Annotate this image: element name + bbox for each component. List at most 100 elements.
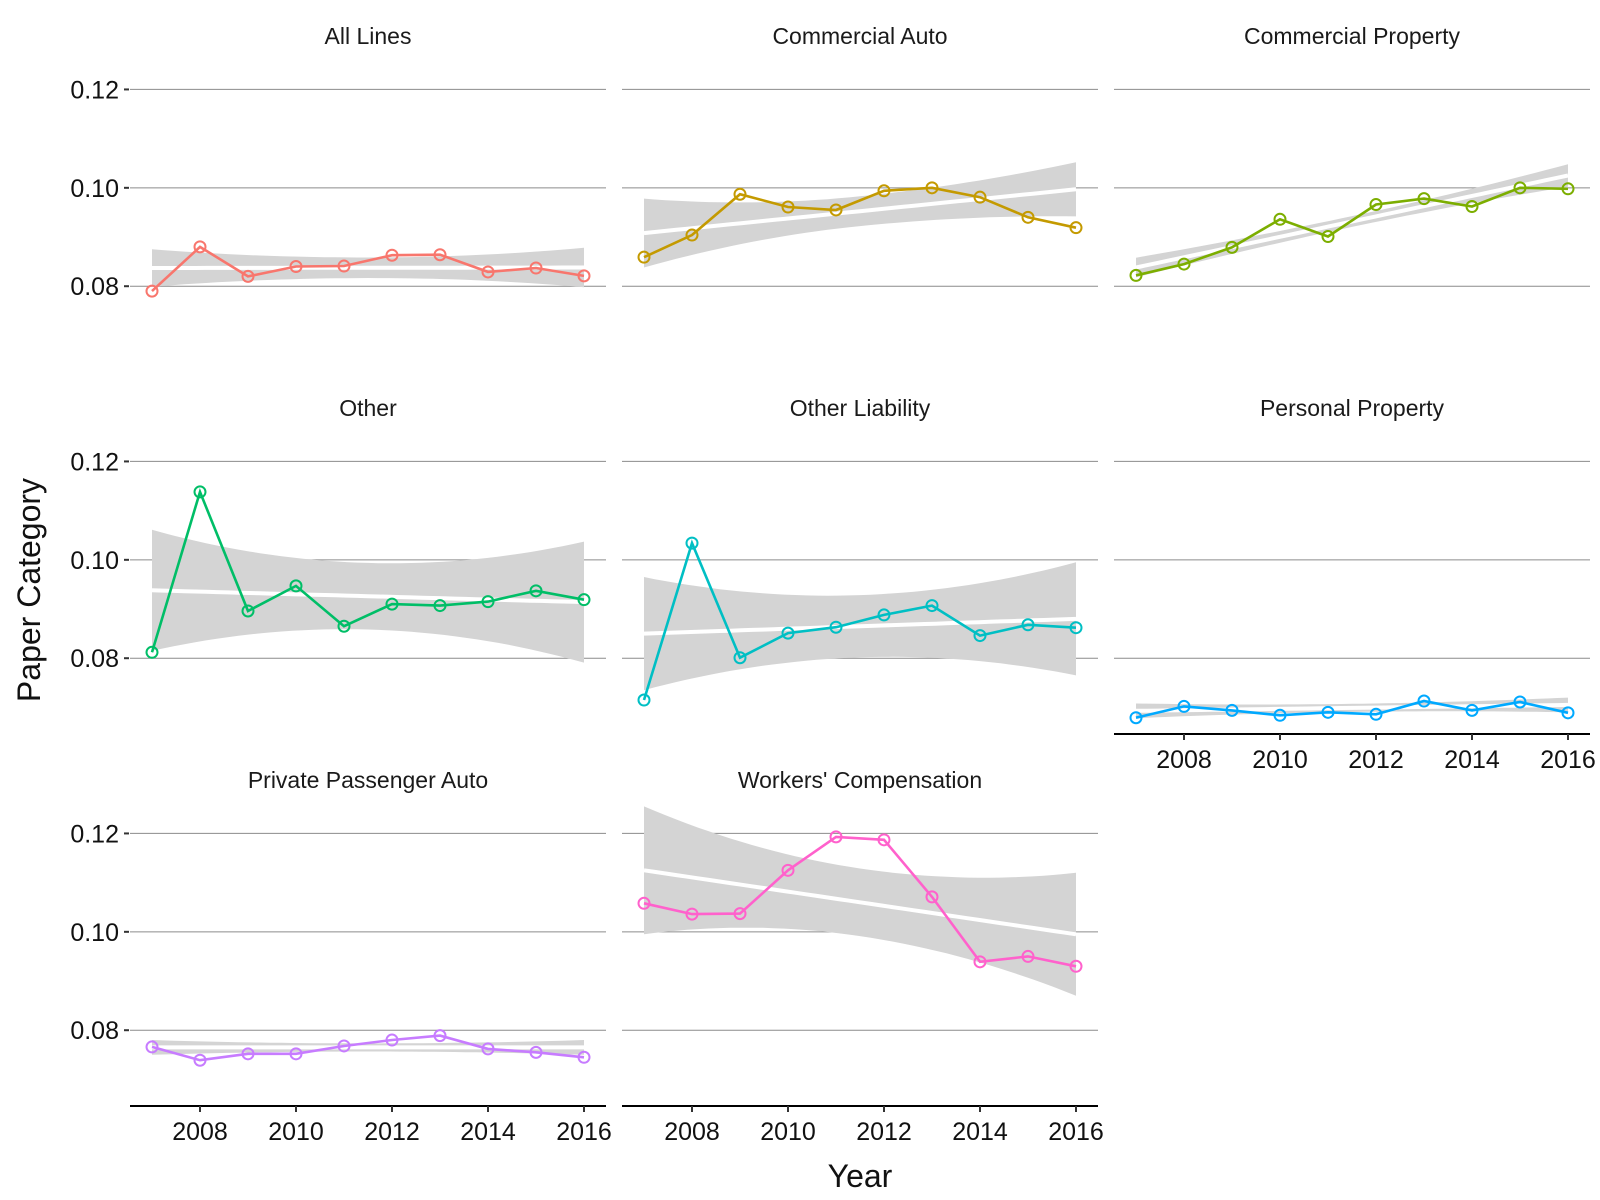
x-tick-label: 2014	[460, 1118, 516, 1146]
x-tick-label: 2012	[1348, 746, 1404, 774]
data-point	[193, 485, 207, 499]
data-point	[289, 579, 303, 593]
data-point	[385, 248, 399, 262]
data-point	[925, 181, 939, 195]
data-point	[973, 629, 987, 643]
x-tick-label: 2012	[364, 1118, 420, 1146]
data-point	[577, 269, 591, 283]
x-axis-title: Year	[828, 1158, 893, 1194]
data-point	[529, 1045, 543, 1059]
data-point	[733, 187, 747, 201]
data-point	[1069, 221, 1083, 235]
data-point	[193, 1053, 207, 1067]
facet-title: Workers' Compensation	[738, 767, 982, 793]
facet-panel: Personal Property 2008 2010 2012 2014 2016	[1114, 395, 1596, 774]
data-point	[781, 626, 795, 640]
y-tick-label: 0.12	[70, 448, 119, 476]
data-point	[1069, 621, 1083, 635]
data-point	[1021, 949, 1035, 963]
facet-panel: Commercial Auto	[622, 23, 1098, 287]
x-tick-label: 2008	[172, 1118, 228, 1146]
data-point	[733, 651, 747, 665]
data-point	[1273, 212, 1287, 226]
x-tick-label: 2012	[856, 1118, 912, 1146]
data-point	[481, 595, 495, 609]
data-point	[877, 833, 891, 847]
data-point	[1417, 192, 1431, 206]
facet-title: Other Liability	[790, 395, 931, 421]
data-point	[433, 599, 447, 613]
data-point	[1177, 699, 1191, 713]
facet-panel: Workers' Compensation 2008 2010 2012 2014 201…	[622, 767, 1104, 1146]
data-point	[829, 203, 843, 217]
data-point	[385, 597, 399, 611]
data-point	[1369, 198, 1383, 212]
facet-panel: Other Liability	[622, 395, 1098, 707]
data-point	[289, 260, 303, 274]
facet-panel: Commercial Property	[1114, 23, 1590, 287]
series-line	[151, 1034, 585, 1062]
confidence-band	[644, 162, 1076, 268]
data-point	[145, 645, 159, 659]
series-line	[643, 835, 1077, 968]
data-point	[337, 1039, 351, 1053]
data-point	[1465, 200, 1479, 214]
data-point	[241, 1047, 255, 1061]
data-point	[1021, 210, 1035, 224]
y-tick-label: 0.08	[70, 273, 119, 301]
data-point	[637, 693, 651, 707]
facet-title: Commercial Property	[1244, 23, 1460, 49]
y-tick-label: 0.10	[70, 547, 119, 575]
data-point	[1417, 694, 1431, 708]
x-tick-label: 2010	[1252, 746, 1308, 774]
trend-line	[152, 265, 584, 270]
data-point	[877, 608, 891, 622]
data-point	[529, 261, 543, 275]
data-point	[733, 907, 747, 921]
y-tick-label: 0.12	[70, 820, 119, 848]
x-tick-label: 2016	[1540, 746, 1596, 774]
data-point	[289, 1047, 303, 1061]
data-point	[1369, 707, 1383, 721]
data-point	[433, 1029, 447, 1043]
data-point	[781, 863, 795, 877]
data-point	[1513, 695, 1527, 709]
facet-panel: Other 0.08 0.10 0.12	[70, 395, 606, 673]
data-point	[433, 248, 447, 262]
facet-title: Private Passenger Auto	[248, 767, 488, 793]
data-point	[1465, 703, 1479, 717]
data-point	[241, 269, 255, 283]
data-point	[1561, 706, 1575, 720]
x-tick-label: 2010	[760, 1118, 816, 1146]
data-point	[385, 1033, 399, 1047]
data-point	[877, 184, 891, 198]
data-point	[973, 190, 987, 204]
data-point	[1177, 257, 1191, 271]
facet-title: Personal Property	[1260, 395, 1445, 421]
y-tick-label: 0.08	[70, 645, 119, 673]
data-point	[1069, 959, 1083, 973]
data-point	[637, 896, 651, 910]
data-point	[1273, 708, 1287, 722]
data-point	[337, 619, 351, 633]
series-line	[643, 186, 1077, 259]
x-tick-label: 2016	[556, 1118, 612, 1146]
data-point	[685, 907, 699, 921]
y-tick-label: 0.10	[70, 919, 119, 947]
data-point	[781, 200, 795, 214]
x-tick-label: 2008	[1156, 746, 1212, 774]
facet-panel: Private Passenger Auto 0.08 0.10 0.12 2008 20…	[70, 767, 611, 1146]
series-line	[151, 245, 585, 293]
data-point	[829, 620, 843, 634]
trend-line	[643, 187, 1077, 236]
trend-line	[643, 616, 1077, 636]
data-point	[337, 259, 351, 273]
data-point	[1321, 230, 1335, 244]
data-point	[1321, 705, 1335, 719]
data-point	[1225, 703, 1239, 717]
data-point	[145, 1040, 159, 1054]
data-point	[145, 284, 159, 298]
data-point	[925, 890, 939, 904]
facet-title: Commercial Auto	[772, 23, 947, 49]
y-tick-label: 0.10	[70, 175, 119, 203]
